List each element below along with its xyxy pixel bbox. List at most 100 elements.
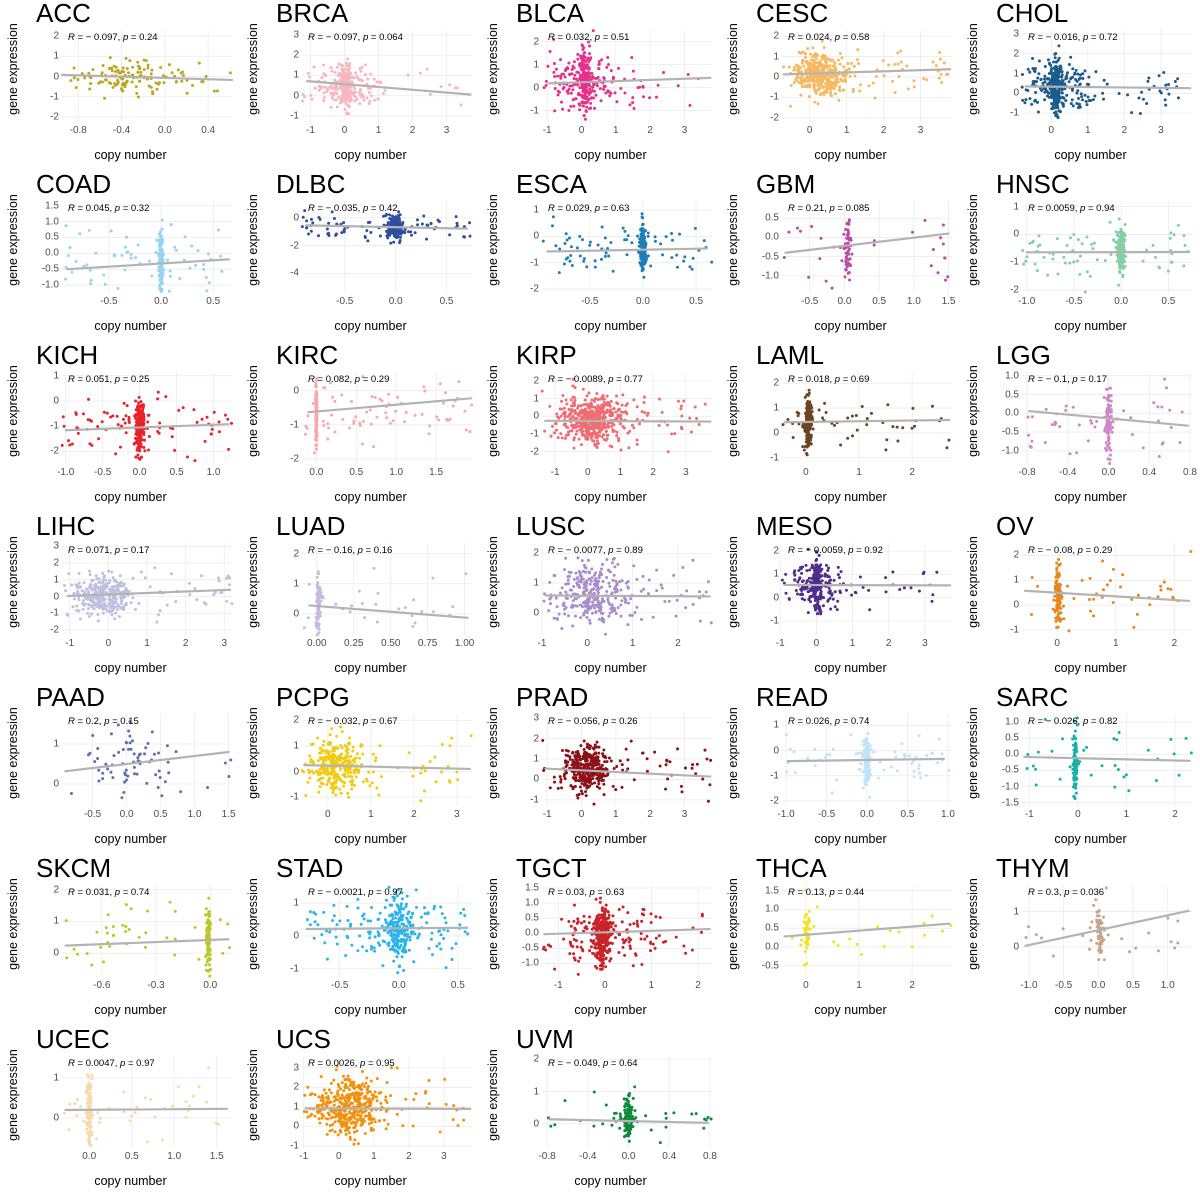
- data-point: [112, 253, 116, 257]
- data-point: [105, 609, 109, 613]
- y-tick-label: -0.5: [41, 263, 59, 275]
- data-point: [833, 82, 837, 86]
- data-point: [403, 227, 407, 231]
- data-point: [89, 282, 93, 286]
- data-point: [690, 267, 694, 271]
- data-point: [676, 84, 680, 88]
- data-point: [365, 410, 369, 414]
- x-axis-label: copy number: [814, 319, 887, 333]
- data-point: [1068, 261, 1072, 265]
- data-point: [173, 74, 177, 78]
- data-point: [803, 395, 807, 399]
- data-point: [691, 256, 695, 260]
- y-tick-label: -2: [50, 624, 59, 636]
- data-point: [594, 435, 598, 439]
- x-tick-label: 0.25: [344, 638, 364, 649]
- data-point: [1085, 103, 1089, 107]
- scatter-canvas: [1021, 201, 1192, 294]
- data-point: [137, 601, 141, 605]
- data-point: [340, 94, 344, 98]
- data-point: [615, 100, 619, 104]
- data-point: [363, 73, 367, 77]
- x-tick-label: 1.0: [906, 296, 921, 307]
- data-point: [1046, 273, 1050, 277]
- data-point: [574, 77, 578, 81]
- data-point: [308, 75, 312, 79]
- data-point: [621, 393, 625, 397]
- data-point: [1129, 416, 1133, 420]
- data-point: [603, 254, 607, 258]
- data-point: [846, 230, 850, 234]
- data-point: [217, 228, 221, 232]
- data-point: [571, 88, 575, 92]
- data-point: [560, 100, 564, 104]
- data-point: [127, 421, 131, 425]
- data-point: [583, 101, 587, 104]
- data-point: [160, 250, 164, 254]
- data-point: [392, 240, 396, 244]
- y-axis-label: gene expression: [726, 365, 740, 457]
- data-point: [553, 74, 557, 78]
- data-point: [347, 64, 351, 68]
- data-point: [1029, 445, 1033, 449]
- data-point: [1027, 433, 1031, 437]
- y-axis-label: gene expression: [246, 23, 260, 115]
- data-point: [197, 61, 201, 65]
- data-point: [1118, 270, 1122, 274]
- data-point: [162, 81, 166, 85]
- panel-title: BRCA: [276, 0, 349, 28]
- data-point: [470, 403, 474, 407]
- x-tick-label: 0.5: [1161, 296, 1176, 307]
- data-point: [580, 61, 584, 65]
- data-point: [570, 407, 574, 411]
- data-point: [893, 62, 897, 66]
- data-point: [395, 229, 399, 233]
- data-point: [676, 265, 680, 269]
- data-point: [559, 74, 563, 78]
- y-axis-label: gene expression: [486, 23, 500, 115]
- data-point: [684, 606, 688, 610]
- data-point: [165, 603, 169, 607]
- data-point: [805, 437, 809, 441]
- panel-title: DLBC: [276, 169, 346, 199]
- data-point: [1147, 76, 1151, 80]
- data-point: [1141, 259, 1145, 263]
- data-point: [939, 236, 943, 240]
- data-point: [429, 221, 433, 225]
- data-point: [71, 605, 75, 609]
- data-point: [799, 51, 803, 55]
- data-point: [549, 434, 553, 438]
- data-point: [127, 415, 131, 419]
- data-point: [561, 107, 565, 111]
- data-point: [325, 90, 329, 94]
- y-tick-label: 1: [533, 393, 539, 405]
- data-point: [582, 408, 586, 412]
- data-point: [174, 248, 178, 252]
- data-point: [560, 399, 564, 403]
- regression-line: [782, 68, 952, 76]
- y-tick-label: 2: [533, 375, 539, 387]
- data-point: [590, 433, 594, 437]
- data-point: [809, 52, 813, 56]
- data-point: [584, 72, 588, 76]
- data-point: [92, 607, 96, 611]
- y-tick-label: 3: [53, 540, 59, 552]
- data-point: [551, 424, 555, 428]
- x-tick-label: 1: [1085, 125, 1091, 136]
- data-point: [599, 409, 603, 413]
- data-point: [110, 66, 114, 70]
- data-point: [1109, 399, 1113, 403]
- data-point: [451, 404, 455, 408]
- data-point: [942, 61, 946, 65]
- data-point: [136, 95, 140, 99]
- data-point: [1055, 237, 1059, 241]
- x-tick-label: -1: [65, 638, 75, 649]
- data-point: [821, 54, 824, 58]
- data-point: [219, 254, 223, 258]
- data-point: [828, 67, 832, 71]
- data-point: [203, 439, 207, 443]
- data-point: [619, 410, 623, 414]
- data-point: [387, 231, 391, 235]
- data-point: [116, 583, 120, 587]
- data-point: [807, 428, 811, 432]
